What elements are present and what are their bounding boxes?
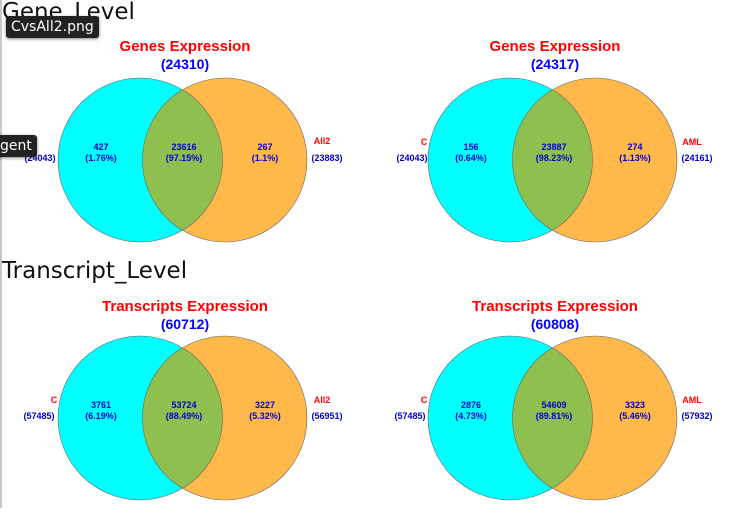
left-set-label: C — [50, 395, 58, 405]
overlap-count: 53724 (88.49%) — [165, 400, 203, 421]
right-set-label: AML — [682, 137, 702, 147]
venn-diagram-graphic — [57, 335, 308, 501]
right-set-total: (23883) — [311, 153, 343, 163]
left-border — [0, 0, 2, 508]
right-only-count: 274 (1.13%) — [619, 142, 651, 163]
left-only-count: 427 (1.76%) — [85, 142, 117, 163]
venn-total: (24310) — [160, 56, 210, 72]
left-only-count: 2876 (4.73%) — [455, 400, 487, 421]
venn-diagram-graphic — [57, 77, 308, 243]
partial-tooltip: gent — [0, 135, 37, 157]
venn-transcripts-c-vs-aml: Transcripts Expression (60808) C (57485)… — [370, 296, 740, 521]
venn-genes-c-vs-aml: Genes Expression (24317) C (24043) 156 (0… — [370, 36, 740, 261]
venn-total: (24317) — [530, 56, 580, 72]
right-set-label: AML — [682, 395, 702, 405]
left-set-total: (24043) — [396, 153, 428, 163]
venn-genes-c-vs-all2: Genes Expression (24310) (24043) 427 (1.7… — [0, 36, 370, 261]
right-set-total: (56951) — [311, 411, 343, 421]
left-set-total: (57485) — [394, 411, 426, 421]
overlap-region — [512, 89, 593, 231]
right-set-label: All2 — [313, 395, 331, 405]
filename-tooltip: CvsAll2.png — [6, 16, 99, 38]
right-only-count: 3227 (5.32%) — [249, 400, 281, 421]
overlap-count: 54609 (89.81%) — [535, 400, 573, 421]
venn-title: Genes Expression — [119, 38, 251, 55]
left-set-label: C — [420, 137, 428, 147]
venn-diagram-graphic — [427, 77, 678, 243]
left-only-count: 3761 (6.19%) — [85, 400, 117, 421]
right-set-total: (24161) — [681, 153, 713, 163]
left-set-label: C — [420, 395, 428, 405]
overlap-region — [142, 89, 223, 231]
venn-total: (60712) — [160, 316, 210, 332]
transcript-level-heading: Transcript_Level — [2, 258, 188, 284]
overlap-count: 23616 (97.15%) — [165, 142, 203, 163]
right-only-count: 3323 (5.46%) — [619, 400, 651, 421]
venn-total: (60808) — [530, 316, 580, 332]
venn-title: Transcripts Expression — [472, 298, 638, 315]
overlap-count: 23887 (98.23%) — [535, 142, 573, 163]
left-set-total: (57485) — [23, 411, 55, 421]
left-set-total: (24043) — [24, 153, 56, 163]
venn-transcripts-c-vs-all2: Transcripts Expression (60712) C (57485)… — [0, 296, 370, 521]
right-set-total: (57932) — [681, 411, 713, 421]
right-only-count: 267 (1.1%) — [251, 142, 279, 163]
venn-title: Transcripts Expression — [102, 298, 268, 315]
venn-title: Genes Expression — [489, 38, 621, 55]
overlap-region — [512, 347, 593, 489]
right-set-label: All2 — [313, 136, 331, 146]
venn-diagram-graphic — [427, 335, 678, 501]
overlap-region — [142, 347, 223, 489]
left-only-count: 156 (0.64%) — [455, 142, 487, 163]
